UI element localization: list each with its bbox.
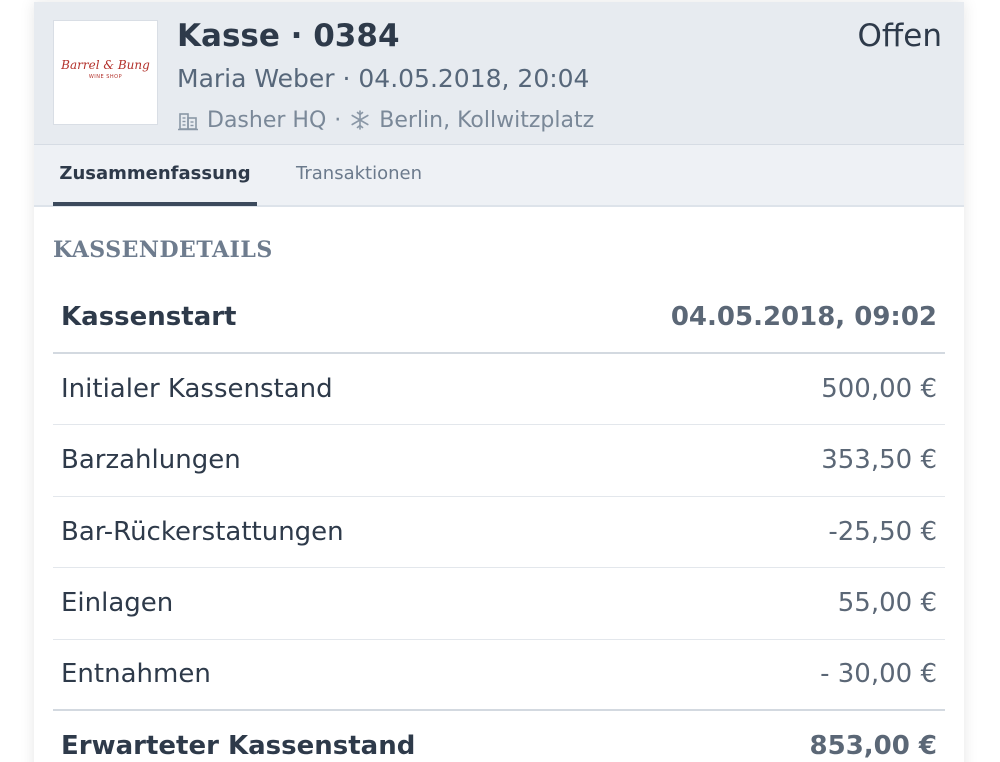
- detail-value: 500,00 €: [821, 373, 937, 404]
- register-details-list: Kassenstart 04.05.2018, 09:02 Initialer …: [53, 282, 945, 762]
- register-meta: Dasher HQ · Berlin, Kollwitzplatz: [177, 106, 594, 134]
- detail-label: Initialer Kassenstand: [61, 373, 333, 404]
- detail-row-cash-refunds: Bar-Rückerstattungen -25,50 €: [53, 497, 945, 568]
- location-name: Berlin, Kollwitzplatz: [379, 107, 595, 133]
- company-name: Dasher HQ: [207, 107, 327, 133]
- detail-value: 04.05.2018, 09:02: [670, 301, 937, 332]
- section-title: KASSENDETAILS: [53, 237, 273, 263]
- detail-row-withdrawals: Entnahmen - 30,00 €: [53, 640, 945, 711]
- detail-label: Entnahmen: [61, 659, 211, 690]
- detail-value: 55,00 €: [837, 588, 937, 619]
- register-header: Barrel & Bung WINE SHOP Kasse · 0384 Off…: [34, 2, 964, 144]
- tab-summary[interactable]: Zusammenfassung: [53, 145, 257, 206]
- detail-label: Einlagen: [61, 588, 174, 619]
- status-badge: Offen: [857, 18, 942, 54]
- meta-separator: ·: [334, 107, 342, 133]
- detail-value: -25,50 €: [828, 516, 937, 547]
- company-logo: Barrel & Bung WINE SHOP: [53, 20, 158, 125]
- detail-label: Barzahlungen: [61, 445, 241, 476]
- snowflake-icon: [349, 109, 371, 131]
- detail-row-initial-balance: Initialer Kassenstand 500,00 €: [53, 354, 945, 425]
- detail-row-cash-payments: Barzahlungen 353,50 €: [53, 425, 945, 497]
- detail-label: Bar-Rückerstattungen: [61, 516, 344, 547]
- detail-row-register-start: Kassenstart 04.05.2018, 09:02: [53, 282, 945, 354]
- detail-value: 853,00 €: [809, 731, 937, 762]
- tab-bar: Zusammenfassung Transaktionen: [34, 144, 964, 207]
- logo-name: Barrel & Bung: [61, 58, 150, 72]
- detail-row-expected-balance: Erwarteter Kassenstand 853,00 €: [53, 711, 945, 762]
- detail-label: Erwarteter Kassenstand: [61, 731, 416, 762]
- detail-value: - 30,00 €: [820, 659, 937, 690]
- detail-value: 353,50 €: [821, 445, 937, 476]
- register-title: Kasse · 0384: [177, 18, 400, 54]
- logo-tagline: WINE SHOP: [88, 74, 123, 80]
- register-subtitle: Maria Weber · 04.05.2018, 20:04: [177, 64, 590, 93]
- tab-transactions[interactable]: Transaktionen: [296, 163, 422, 184]
- register-card: Barrel & Bung WINE SHOP Kasse · 0384 Off…: [34, 2, 964, 762]
- detail-row-deposits: Einlagen 55,00 €: [53, 568, 945, 640]
- detail-label: Kassenstart: [61, 301, 237, 332]
- building-icon: [177, 109, 199, 131]
